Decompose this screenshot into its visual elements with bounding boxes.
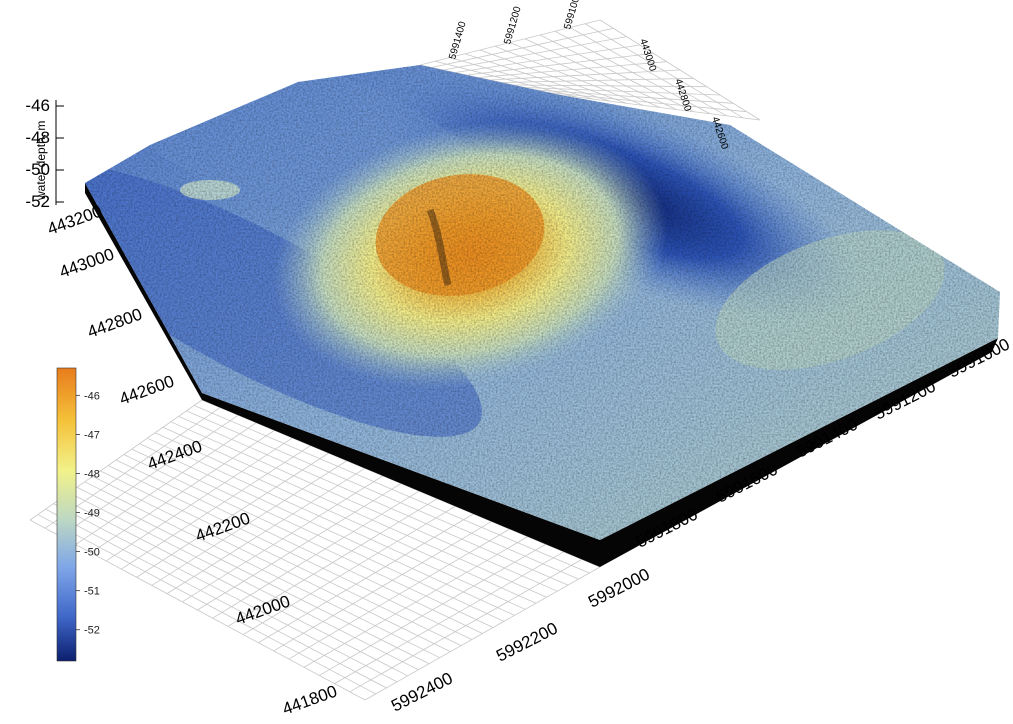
z-tick-label: -50 <box>25 160 50 179</box>
x-tick-label: 442400 <box>145 437 205 474</box>
x-tick-label: 442800 <box>85 305 145 342</box>
back-y-tick-label: 5991400 <box>447 20 468 61</box>
x-tick-label: 443000 <box>57 245 117 282</box>
z-axis: water depth, m -46 -48 -50 -52 <box>25 96 64 211</box>
y-tick-label: 5992200 <box>493 619 561 666</box>
colorbar-ramp <box>56 367 77 662</box>
colorbar-tick-label: -48 <box>84 468 100 480</box>
z-tick-label: -46 <box>25 96 50 115</box>
back-grid-plane <box>419 19 761 121</box>
bathymetry-surface <box>85 65 1000 540</box>
colorbar-tick-label: -52 <box>84 625 100 637</box>
surface-side-left <box>85 183 202 400</box>
colorbar-tick-label: -46 <box>84 390 100 402</box>
x-tick-label: 441800 <box>280 682 340 719</box>
colorbar-tick-label: -51 <box>84 586 100 598</box>
colorbar-tick-label: -50 <box>84 547 100 559</box>
z-tick-label: -52 <box>25 192 50 211</box>
back-y-tick-label: 5991000 <box>562 0 583 31</box>
z-axis-label: water depth, m <box>34 121 48 201</box>
surface-side-right <box>600 338 998 567</box>
x-tick-label: 442600 <box>117 372 177 409</box>
colorbar: -46 -47 -48 -49 -50 -51 -52 <box>56 367 100 662</box>
y-tick-label: 5992000 <box>585 565 653 612</box>
back-x-tick-label: 443000 <box>637 38 658 74</box>
colorbar-tick-label: -49 <box>84 508 100 520</box>
x-tick-label: 443200 <box>45 202 105 239</box>
surface-side-front <box>202 393 600 567</box>
colorbar-tick-label: -47 <box>84 429 100 441</box>
front-grid-plane <box>29 399 601 701</box>
y-tick-label: 5992400 <box>388 669 456 716</box>
z-tick-label: -48 <box>25 128 50 147</box>
